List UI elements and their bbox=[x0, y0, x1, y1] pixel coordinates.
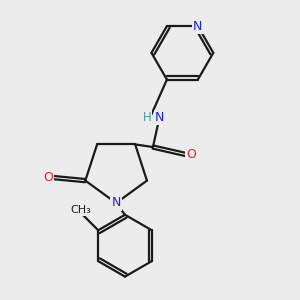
Text: O: O bbox=[44, 171, 53, 184]
Text: CH₃: CH₃ bbox=[70, 205, 91, 214]
Text: N: N bbox=[112, 196, 121, 209]
Text: N: N bbox=[155, 111, 164, 124]
Text: H: H bbox=[143, 111, 152, 124]
Text: N: N bbox=[193, 20, 203, 33]
Text: O: O bbox=[186, 148, 196, 161]
